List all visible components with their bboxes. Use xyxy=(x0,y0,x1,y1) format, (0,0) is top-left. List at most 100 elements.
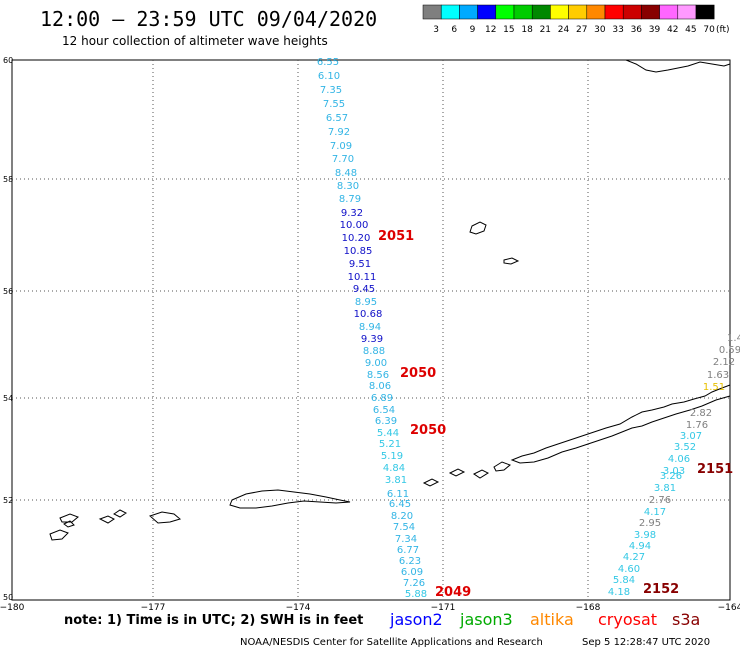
wave-height-value: 3.07 xyxy=(680,431,702,442)
wave-height-value: 6.23 xyxy=(399,556,421,567)
wave-height-value: 4.84 xyxy=(383,463,405,474)
wave-height-value: 2.95 xyxy=(639,518,661,529)
y-tick-label: 50 xyxy=(3,593,13,602)
wave-height-value: 1.4 xyxy=(727,333,740,344)
wave-height-value: 4.06 xyxy=(668,454,690,465)
legend-swatch xyxy=(440,4,460,20)
wave-height-value: 7.26 xyxy=(403,578,425,589)
wave-height-value: 10.11 xyxy=(348,272,377,283)
x-tick-label: −164 xyxy=(718,603,740,613)
legend-swatch xyxy=(641,4,660,20)
footer-timestamp: Sep 5 12:28:47 UTC 2020 xyxy=(582,637,710,648)
legend-swatch xyxy=(422,4,442,20)
wave-height-value: 3.52 xyxy=(674,442,696,453)
y-tick-label: 54 xyxy=(3,394,13,403)
footer-credit: NOAA/NESDIS Center for Satellite Applica… xyxy=(240,637,543,648)
footer-note: note: 1) Time is in UTC; 2) SWH is in fe… xyxy=(64,613,363,628)
pass-time-label: 2151 xyxy=(697,462,733,477)
wave-height-value: 7.09 xyxy=(330,141,352,152)
wave-height-value: 3.26 xyxy=(660,471,682,482)
wave-height-value: 9.00 xyxy=(365,358,387,369)
y-tick-label: 60 xyxy=(3,56,13,65)
wave-height-value: 4.17 xyxy=(644,507,666,518)
legend-swatch xyxy=(477,4,497,20)
satellite-name: jason2 xyxy=(389,610,443,629)
island-b xyxy=(503,257,520,265)
wave-height-value: 5.19 xyxy=(381,451,403,462)
pass-time-labels: 2051 2050 2050 2049 2151 2152 xyxy=(378,229,733,600)
wave-height-value: 4.94 xyxy=(629,541,651,552)
x-tick-label: −168 xyxy=(576,603,601,613)
map-area: 6.55 6.10 7.35 7.55 6.57 7.92 7.09 7.70 8.48 8.30… xyxy=(0,56,740,613)
page-title: 12:00 — 23:59 UTC 09/04/2020 xyxy=(40,7,377,31)
legend-swatch xyxy=(550,4,569,20)
wave-height-value: 6.39 xyxy=(375,416,397,427)
wave-height-value: 7.70 xyxy=(332,154,354,165)
legend-label: 18 xyxy=(521,25,533,35)
wave-height-value: 9.39 xyxy=(361,334,383,345)
wave-height-tracks: 6.55 6.10 7.35 7.55 6.57 7.92 7.09 7.70 8.48 8.30… xyxy=(317,57,740,600)
legend-swatch xyxy=(459,4,478,20)
wave-height-value: 9.51 xyxy=(349,259,371,270)
x-tick-label: −174 xyxy=(286,603,311,613)
pass-time-label: 2050 xyxy=(400,366,436,381)
legend-label: 12 xyxy=(485,25,496,35)
wave-height-value: 4.18 xyxy=(608,587,630,598)
map-frame xyxy=(11,59,731,601)
coastline xyxy=(49,59,731,541)
pass-time-label: 2051 xyxy=(378,229,414,244)
legend-label: 39 xyxy=(649,25,661,35)
legend-swatch xyxy=(531,4,551,20)
track-east: 1.40.592.121.631.512.821.763.073.524.063… xyxy=(608,333,740,598)
wave-height-value: 5.84 xyxy=(613,575,635,586)
wave-height-value: 10.85 xyxy=(344,246,373,257)
wave-height-value: 10.20 xyxy=(342,233,371,244)
legend-swatch xyxy=(677,4,697,20)
wave-height-value: 7.54 xyxy=(393,522,415,533)
alaska-peninsula xyxy=(510,384,731,464)
x-tick-label: −177 xyxy=(141,603,166,613)
pass-time-label: 2049 xyxy=(435,585,471,600)
legend-unit: (ft) xyxy=(716,25,730,35)
wave-height-value: 4.60 xyxy=(618,564,640,575)
wave-height-value: 3.03 xyxy=(663,466,685,477)
fox-islands xyxy=(422,461,511,487)
wave-height-value: 3.98 xyxy=(634,530,656,541)
coast-north xyxy=(625,59,731,73)
wave-height-value: 6.45 xyxy=(389,499,411,510)
wave-height-value: 2.76 xyxy=(649,495,671,506)
legend-label: 36 xyxy=(631,25,643,35)
wave-height-value: 9.45 xyxy=(353,284,375,295)
wave-height-value: 8.94 xyxy=(359,322,381,333)
wave-height-value: 2.12 xyxy=(713,357,735,368)
y-tick-label: 52 xyxy=(3,496,13,505)
wave-height-value: 6.10 xyxy=(318,71,340,82)
legend-label: 33 xyxy=(612,25,623,35)
wave-height-value: 6.54 xyxy=(373,405,395,416)
legend-label: 21 xyxy=(540,25,551,35)
legend-swatch xyxy=(495,4,515,20)
legend-swatch xyxy=(586,4,606,20)
island-a xyxy=(469,221,487,235)
satellite-name: s3a xyxy=(672,610,700,629)
wave-height-value: 5.21 xyxy=(379,439,401,450)
wave-height-value: 1.51 xyxy=(703,382,725,393)
wave-height-value: 6.89 xyxy=(371,393,393,404)
pass-time-label: 2152 xyxy=(643,582,679,597)
wave-height-value: 9.32 xyxy=(341,208,363,219)
wave-height-value: 7.55 xyxy=(323,99,345,110)
wave-height-value: 4.27 xyxy=(623,552,645,563)
satellite-name: cryosat xyxy=(598,610,657,629)
legend-label: 27 xyxy=(576,25,587,35)
wave-height-value: 8.79 xyxy=(339,194,361,205)
legend-swatch xyxy=(695,4,715,20)
legend-swatch xyxy=(568,4,588,20)
wave-height-value: 8.88 xyxy=(363,346,385,357)
x-tick-label: −180 xyxy=(0,603,25,613)
legend-swatch xyxy=(513,4,533,20)
wave-height-value: 2.82 xyxy=(690,408,712,419)
legend-label: 24 xyxy=(558,25,570,35)
y-tick-label: 58 xyxy=(3,175,13,184)
wave-height-value: 8.06 xyxy=(369,381,391,392)
legend-swatch xyxy=(604,4,624,20)
